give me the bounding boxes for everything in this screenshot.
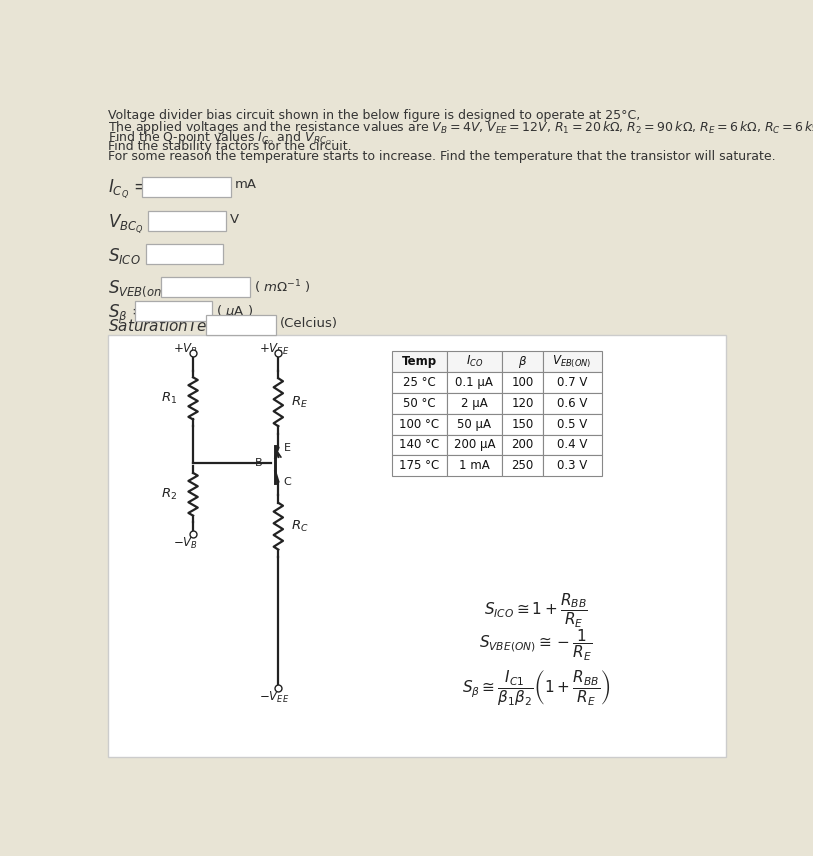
Bar	[446, 372, 502, 393]
Bar	[542, 393, 602, 413]
Text: Voltage divider bias circuit shown in the below figure is designed to operate at: Voltage divider bias circuit shown in th…	[108, 109, 640, 122]
Bar	[502, 372, 542, 393]
Text: $S_{\beta}$ =: $S_{\beta}$ =	[108, 303, 146, 326]
Bar	[446, 393, 502, 413]
Bar	[135, 301, 212, 321]
Text: (Celcius): (Celcius)	[280, 317, 338, 330]
Text: 0.5 V: 0.5 V	[557, 418, 587, 431]
Bar	[392, 413, 446, 435]
Text: 200: 200	[511, 438, 533, 451]
Text: $SaturationTemp$ =: $SaturationTemp$ =	[108, 317, 249, 336]
Text: 2 μA: 2 μA	[461, 397, 488, 410]
Text: 150: 150	[511, 418, 533, 431]
Bar	[502, 352, 542, 372]
Text: Temp: Temp	[402, 355, 437, 368]
Text: $S_{ICO}$ =: $S_{ICO}$ =	[108, 246, 159, 266]
Text: $-V_{EE}$: $-V_{EE}$	[259, 690, 289, 705]
Bar	[542, 372, 602, 393]
Bar	[542, 435, 602, 455]
Text: 250: 250	[511, 460, 533, 473]
Bar	[160, 276, 250, 297]
Bar	[392, 372, 446, 393]
Text: 0.6 V: 0.6 V	[557, 397, 587, 410]
Text: 25 °C: 25 °C	[403, 376, 436, 389]
Text: 0.1 μA: 0.1 μA	[455, 376, 493, 389]
Text: 140 °C: 140 °C	[399, 438, 440, 451]
Bar	[146, 245, 224, 265]
Bar	[446, 413, 502, 435]
Bar	[392, 393, 446, 413]
Bar	[502, 413, 542, 435]
Text: 100: 100	[511, 376, 533, 389]
Text: ( $\mu$A ): ( $\mu$A )	[216, 303, 254, 320]
Text: $R_1$: $R_1$	[161, 391, 177, 406]
Text: $V_{EB(ON)}$: $V_{EB(ON)}$	[552, 354, 592, 370]
Text: E: E	[284, 443, 291, 453]
Bar	[148, 211, 226, 231]
Text: $I_{CO}$: $I_{CO}$	[466, 354, 483, 370]
Text: mA: mA	[235, 178, 257, 191]
Bar	[542, 352, 602, 372]
Text: 175 °C: 175 °C	[399, 460, 440, 473]
Text: $R_E$: $R_E$	[291, 395, 308, 410]
Text: $+V_B$: $+V_B$	[173, 342, 198, 357]
Bar	[542, 455, 602, 476]
Text: $V_{BC_Q}$ =: $V_{BC_Q}$ =	[108, 213, 162, 236]
Text: $+V_{EE}$: $+V_{EE}$	[259, 342, 289, 357]
Bar	[502, 435, 542, 455]
Text: 1 mA: 1 mA	[459, 460, 489, 473]
Text: V: V	[229, 213, 239, 226]
Bar	[542, 413, 602, 435]
Text: $I_{C_Q}$ =: $I_{C_Q}$ =	[108, 178, 147, 201]
Text: Find the Q-point values $I_{C_Q}$ and $V_{BC_Q}$.: Find the Q-point values $I_{C_Q}$ and $V…	[108, 129, 335, 147]
Text: For some reason the temperature starts to increase. Find the temperature that th: For some reason the temperature starts t…	[108, 151, 776, 163]
Text: B: B	[255, 458, 263, 468]
Bar	[502, 393, 542, 413]
Text: 100 °C: 100 °C	[399, 418, 440, 431]
Text: $R_C$: $R_C$	[291, 519, 308, 534]
Bar	[207, 315, 276, 336]
Text: $R_2$: $R_2$	[162, 487, 177, 502]
Bar	[142, 176, 231, 197]
Text: 0.7 V: 0.7 V	[557, 376, 587, 389]
Text: $S_{VBE(ON)} \cong -\dfrac{1}{R_E}$: $S_{VBE(ON)} \cong -\dfrac{1}{R_E}$	[479, 627, 593, 663]
Bar	[446, 455, 502, 476]
Bar	[446, 435, 502, 455]
Bar	[392, 435, 446, 455]
Bar	[502, 455, 542, 476]
Text: $S_{\beta} \cong \dfrac{I_{C1}}{\beta_1 \beta_2}\left(1 + \dfrac{R_{BB}}{R_E}\ri: $S_{\beta} \cong \dfrac{I_{C1}}{\beta_1 …	[462, 669, 610, 708]
Text: 50 μA: 50 μA	[458, 418, 491, 431]
Text: $S_{VEB(on)}$ =: $S_{VEB(on)}$ =	[108, 278, 185, 299]
Text: $-V_B$: $-V_B$	[173, 536, 198, 551]
Bar	[446, 352, 502, 372]
Text: 0.3 V: 0.3 V	[557, 460, 587, 473]
Text: 50 °C: 50 °C	[403, 397, 436, 410]
Text: 120: 120	[511, 397, 533, 410]
Text: ( $m\Omega^{-1}$ ): ( $m\Omega^{-1}$ )	[254, 278, 311, 296]
Text: Find the stability factors for the circuit.: Find the stability factors for the circu…	[108, 140, 351, 153]
Text: C: C	[284, 477, 292, 486]
Text: $\beta$: $\beta$	[518, 354, 527, 370]
Text: 200 μA: 200 μA	[454, 438, 495, 451]
Text: 0.4 V: 0.4 V	[557, 438, 587, 451]
Bar	[392, 455, 446, 476]
Text: The applied voltages and the resistance values are $V_B = 4V$, $V_{EE} = 12V$, $: The applied voltages and the resistance …	[108, 119, 813, 136]
Bar	[108, 336, 725, 758]
Bar	[392, 352, 446, 372]
Text: $S_{ICO} \cong 1 + \dfrac{R_{BB}}{R_E}$: $S_{ICO} \cong 1 + \dfrac{R_{BB}}{R_E}$	[484, 591, 588, 630]
